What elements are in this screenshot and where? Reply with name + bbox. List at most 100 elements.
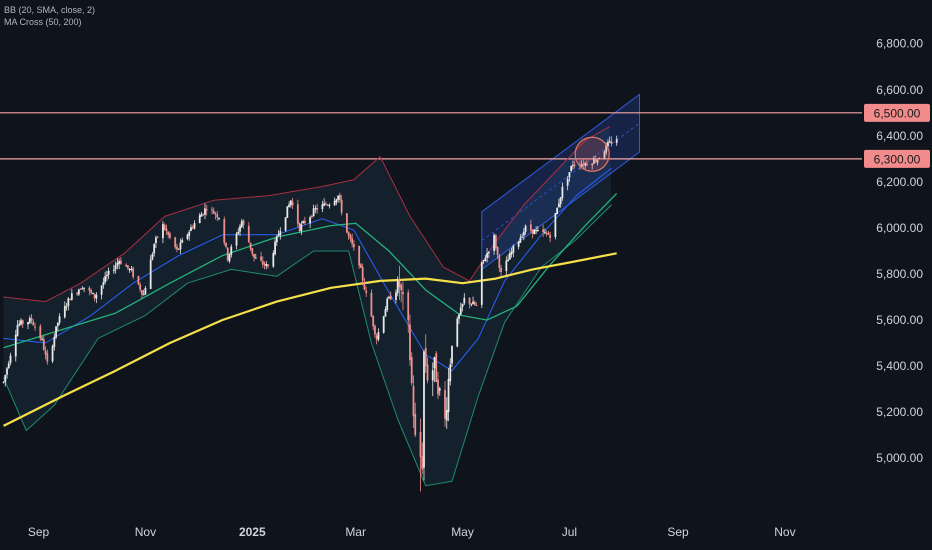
candle-body <box>496 247 499 255</box>
candle-body <box>7 363 10 368</box>
candles <box>2 135 618 492</box>
candle-body <box>77 289 80 295</box>
candle-body <box>608 141 611 143</box>
candle-body <box>202 213 205 215</box>
candle-body <box>51 346 54 362</box>
candle-body <box>225 242 227 247</box>
candle-body <box>444 390 446 419</box>
candle-body <box>400 284 403 291</box>
candle-body <box>167 231 170 235</box>
candle-body <box>535 230 538 232</box>
candle-body <box>200 214 203 217</box>
candle-body <box>370 292 373 317</box>
candle-body <box>410 357 413 384</box>
candle-body <box>519 237 522 243</box>
candle-body <box>214 213 217 215</box>
candle-body <box>584 163 587 166</box>
candle-body <box>472 301 474 305</box>
candle-body <box>451 345 453 364</box>
candle-body <box>409 324 411 361</box>
line-ma-200 <box>3 252 617 427</box>
candle-body <box>205 209 208 211</box>
candle-body <box>493 235 495 251</box>
candle-body <box>28 318 31 323</box>
candle-body <box>296 204 299 224</box>
candle-body <box>272 252 275 267</box>
candle-body <box>198 215 201 223</box>
candle-body <box>468 297 471 305</box>
candle-body <box>260 256 262 261</box>
candle-body <box>218 218 220 220</box>
candle-body <box>100 285 103 295</box>
candle-body <box>360 264 362 268</box>
price-badge-0 <box>864 103 930 122</box>
candle-body <box>186 234 189 239</box>
candle-body <box>76 293 78 295</box>
candle-body <box>507 259 509 262</box>
candle-body <box>302 221 305 224</box>
y-tick-label: 5,400.00 <box>876 359 923 373</box>
candle-body <box>254 257 257 259</box>
candle-body <box>102 282 105 286</box>
candle-body <box>70 293 73 300</box>
candle-body <box>435 353 438 382</box>
line-ma-50 <box>3 192 618 349</box>
candle-body <box>596 159 599 163</box>
candle-body <box>79 288 82 290</box>
candle-body <box>522 231 525 236</box>
candle-body <box>328 204 331 206</box>
x-tick-label: Nov <box>135 525 156 539</box>
y-tick-label: 6,400.00 <box>876 129 923 143</box>
candle-body <box>580 164 583 167</box>
candle-body <box>316 208 319 210</box>
candle-body <box>288 204 290 208</box>
candle-body <box>480 261 483 305</box>
y-tick-label: 6,200.00 <box>876 175 923 189</box>
candle-body <box>543 232 546 234</box>
candle-body <box>4 374 7 382</box>
candle-body <box>130 269 133 271</box>
candle-body <box>347 232 350 236</box>
candle-body <box>58 316 61 323</box>
candle-body <box>21 320 24 324</box>
candle-body <box>137 276 140 285</box>
candle-body <box>114 265 117 270</box>
candle-body <box>312 208 315 216</box>
candle-body <box>230 246 233 255</box>
candle-body <box>449 364 452 382</box>
candle-body <box>226 247 229 261</box>
candle-body <box>39 326 42 339</box>
candle-body <box>56 322 59 327</box>
candle-body <box>556 207 559 215</box>
candle-body <box>90 289 93 293</box>
x-tick-label: May <box>451 525 474 539</box>
candle-body <box>116 262 119 266</box>
candle-body <box>46 353 49 362</box>
bollinger-band-fill <box>3 126 612 486</box>
legend-bb[interactable]: BB (20, SMA, close, 2) <box>4 5 96 15</box>
x-tick-label: Jul <box>562 525 577 539</box>
candle-body <box>382 316 385 333</box>
candle-body <box>223 219 226 243</box>
price-badge-label-0: 6,500.00 <box>874 106 921 120</box>
candle-body <box>298 223 301 232</box>
candle-body <box>475 305 478 307</box>
candle-body <box>174 237 177 248</box>
price-badge-label-1: 6,300.00 <box>874 152 921 166</box>
highlight-circle <box>574 136 610 172</box>
candle-body <box>191 227 194 229</box>
candle-body <box>375 335 378 340</box>
candle-body <box>267 264 269 267</box>
legend-ma-cross[interactable]: MA Cross (50, 200) <box>4 17 82 27</box>
candle-body <box>346 213 348 233</box>
candle-body <box>388 296 390 299</box>
candle-body <box>55 326 57 338</box>
candle-body <box>377 332 380 340</box>
candle-body <box>104 276 107 283</box>
candle-body <box>291 201 294 206</box>
candle-body <box>95 294 98 299</box>
candle-body <box>598 157 601 159</box>
candle-body <box>30 317 33 321</box>
candle-body <box>149 259 152 290</box>
